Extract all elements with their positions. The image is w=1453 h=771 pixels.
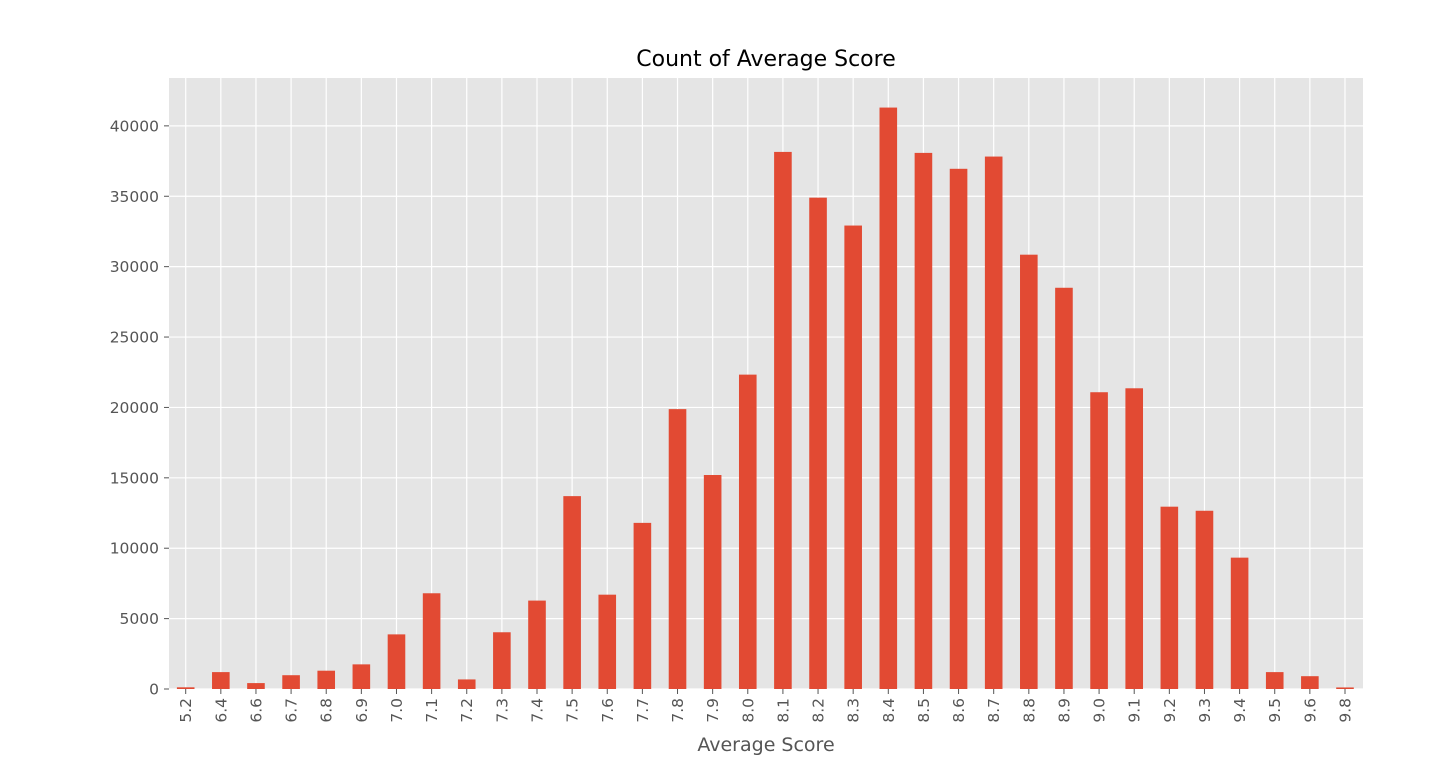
x-tick-label: 5.2 bbox=[177, 698, 195, 723]
bar-7.7 bbox=[633, 522, 652, 689]
x-tick-label: 7.5 bbox=[564, 698, 582, 723]
x-tick-label: 7.2 bbox=[458, 698, 476, 723]
x-tick-label: 7.8 bbox=[669, 698, 687, 723]
bar-6.8 bbox=[317, 670, 336, 689]
x-tick-label: 9.2 bbox=[1161, 698, 1179, 723]
bar-6.9 bbox=[352, 664, 371, 689]
bar-9.6 bbox=[1301, 676, 1319, 689]
x-tick-label: 6.7 bbox=[283, 698, 301, 723]
bar-7.1 bbox=[422, 593, 441, 689]
bar-8.0 bbox=[738, 374, 757, 689]
y-tick-label: 5000 bbox=[120, 610, 159, 628]
y-tick-label: 35000 bbox=[110, 188, 159, 206]
y-tick-label: 25000 bbox=[110, 329, 159, 347]
x-tick-label: 8.1 bbox=[774, 698, 792, 723]
bar-6.7 bbox=[282, 675, 300, 689]
x-tick-label: 9.0 bbox=[1091, 698, 1109, 723]
bar-9.4 bbox=[1230, 557, 1249, 689]
bar-7.5 bbox=[563, 496, 581, 689]
x-tick-label: 8.4 bbox=[880, 698, 898, 723]
x-axis-ticks: 5.2 6.4 6.6 6.7 6.8 6.9 7.0 7.1 7.2 7.3 7.4 7.5 7.6 7… bbox=[177, 689, 1354, 723]
y-axis-ticks: 0 5000 10000 15000 20000 25000 30000 35000 40000 bbox=[110, 117, 169, 699]
x-tick-label: 6.6 bbox=[247, 698, 265, 723]
x-tick-label: 7.0 bbox=[388, 698, 406, 723]
bar-7.2 bbox=[457, 679, 476, 689]
bar-9.2 bbox=[1160, 506, 1179, 689]
x-tick-label: 8.9 bbox=[1055, 698, 1073, 723]
bar-9.0 bbox=[1090, 392, 1108, 689]
x-tick-label: 7.9 bbox=[704, 698, 722, 723]
x-tick-label: 6.4 bbox=[212, 698, 230, 723]
x-tick-label: 6.8 bbox=[318, 698, 336, 723]
bar-7.0 bbox=[387, 634, 406, 689]
bar-8.1 bbox=[774, 151, 792, 690]
plot-background bbox=[169, 78, 1363, 689]
x-tick-label: 9.5 bbox=[1266, 698, 1284, 723]
bar-6.4 bbox=[212, 672, 230, 689]
bar-5.2 bbox=[176, 687, 195, 689]
bar-8.4 bbox=[879, 107, 898, 689]
y-tick-label: 40000 bbox=[110, 117, 159, 135]
x-tick-label: 8.8 bbox=[1020, 698, 1038, 723]
bar-7.8 bbox=[668, 409, 687, 689]
y-tick-label: 20000 bbox=[110, 399, 159, 417]
bar-7.6 bbox=[598, 594, 617, 689]
bar-8.3 bbox=[844, 225, 862, 689]
bar-8.7 bbox=[984, 156, 1003, 690]
bar-9.5 bbox=[1265, 672, 1284, 689]
x-tick-label: 7.4 bbox=[529, 698, 547, 723]
x-axis-label: Average Score bbox=[697, 734, 834, 756]
x-tick-label: 8.7 bbox=[985, 698, 1003, 723]
chart-title: Count of Average Score bbox=[636, 47, 895, 72]
x-tick-label: 8.3 bbox=[845, 698, 863, 723]
y-tick-label: 0 bbox=[149, 681, 159, 699]
x-tick-label: 9.8 bbox=[1336, 698, 1354, 723]
bar-9.1 bbox=[1125, 388, 1144, 689]
bars bbox=[176, 107, 1354, 690]
x-tick-label: 7.1 bbox=[423, 698, 441, 723]
bar-8.2 bbox=[809, 197, 827, 689]
y-tick-label: 30000 bbox=[110, 258, 159, 276]
y-tick-label: 15000 bbox=[110, 469, 159, 487]
x-tick-label: 8.5 bbox=[915, 698, 933, 723]
y-tick-label: 10000 bbox=[110, 540, 159, 558]
x-tick-label: 8.2 bbox=[810, 698, 828, 723]
bar-6.6 bbox=[247, 683, 265, 689]
bar-7.3 bbox=[493, 632, 511, 689]
bar-7.4 bbox=[528, 600, 546, 689]
x-tick-label: 8.6 bbox=[950, 698, 968, 723]
x-tick-label: 9.1 bbox=[1126, 698, 1144, 723]
bar-7.9 bbox=[703, 475, 722, 689]
bar-9.3 bbox=[1195, 510, 1214, 689]
x-tick-label: 7.3 bbox=[493, 698, 511, 723]
bar-8.8 bbox=[1020, 254, 1038, 690]
bar-8.6 bbox=[949, 168, 968, 689]
x-tick-label: 7.7 bbox=[634, 698, 652, 723]
x-tick-label: 9.6 bbox=[1301, 698, 1319, 723]
x-tick-label: 8.0 bbox=[739, 698, 757, 723]
x-tick-label: 6.9 bbox=[353, 698, 371, 723]
x-tick-label: 9.4 bbox=[1231, 698, 1249, 723]
x-tick-label: 9.3 bbox=[1196, 698, 1214, 723]
bar-9.8 bbox=[1336, 687, 1354, 689]
x-tick-label: 7.6 bbox=[599, 698, 617, 723]
bar-8.9 bbox=[1055, 287, 1073, 689]
bar-8.5 bbox=[914, 152, 933, 689]
